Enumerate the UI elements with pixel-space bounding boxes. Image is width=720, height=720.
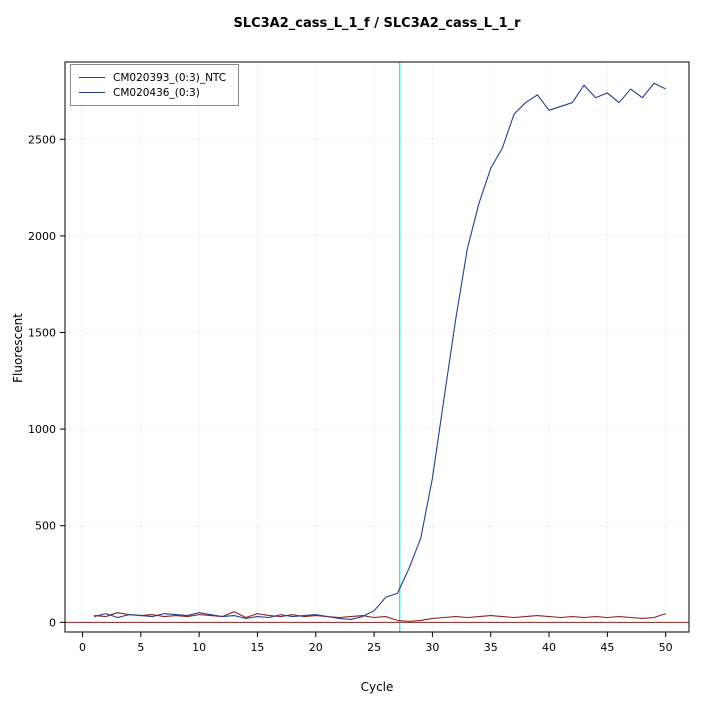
legend-item: CM020436_(0:3) <box>79 85 226 100</box>
x-tick-label: 25 <box>367 641 381 654</box>
x-tick-label: 20 <box>309 641 323 654</box>
series-line-1 <box>94 82 666 620</box>
y-axis-title: Fluorescent <box>11 313 25 383</box>
y-tick-label: 1500 <box>28 327 56 340</box>
x-tick-label: 30 <box>425 641 439 654</box>
x-tick-label: 45 <box>600 641 614 654</box>
x-tick-label: 0 <box>79 641 86 654</box>
legend: CM020393_(0:3)_NTC CM020436_(0:3) <box>70 64 240 106</box>
y-tick-label: 1000 <box>28 423 56 436</box>
x-axis-title: Cycle <box>360 680 394 694</box>
y-tick-label: 2500 <box>28 133 56 146</box>
x-tick-label: 15 <box>250 641 264 654</box>
chart-title: SLC3A2_cass_L_1_f / SLC3A2_cass_L_1_r <box>233 16 521 31</box>
series-line-0 <box>94 611 666 622</box>
x-tick-label: 50 <box>659 641 673 654</box>
x-tick-label: 35 <box>484 641 498 654</box>
x-tick-label: 10 <box>192 641 206 654</box>
legend-label-ntc: CM020393_(0:3)_NTC <box>113 71 227 84</box>
x-tick-label: 5 <box>137 641 144 654</box>
y-tick-label: 0 <box>49 616 56 629</box>
legend-line-swatch-sample <box>79 92 105 93</box>
plot-border <box>64 61 690 633</box>
y-tick-label: 500 <box>35 520 56 533</box>
y-tick-label: 2000 <box>28 230 56 243</box>
x-tick-label: 40 <box>542 641 556 654</box>
legend-line-swatch-ntc <box>79 77 105 78</box>
legend-label-sample: CM020436_(0:3) <box>113 86 200 99</box>
legend-item: CM020393_(0:3)_NTC <box>79 70 226 85</box>
